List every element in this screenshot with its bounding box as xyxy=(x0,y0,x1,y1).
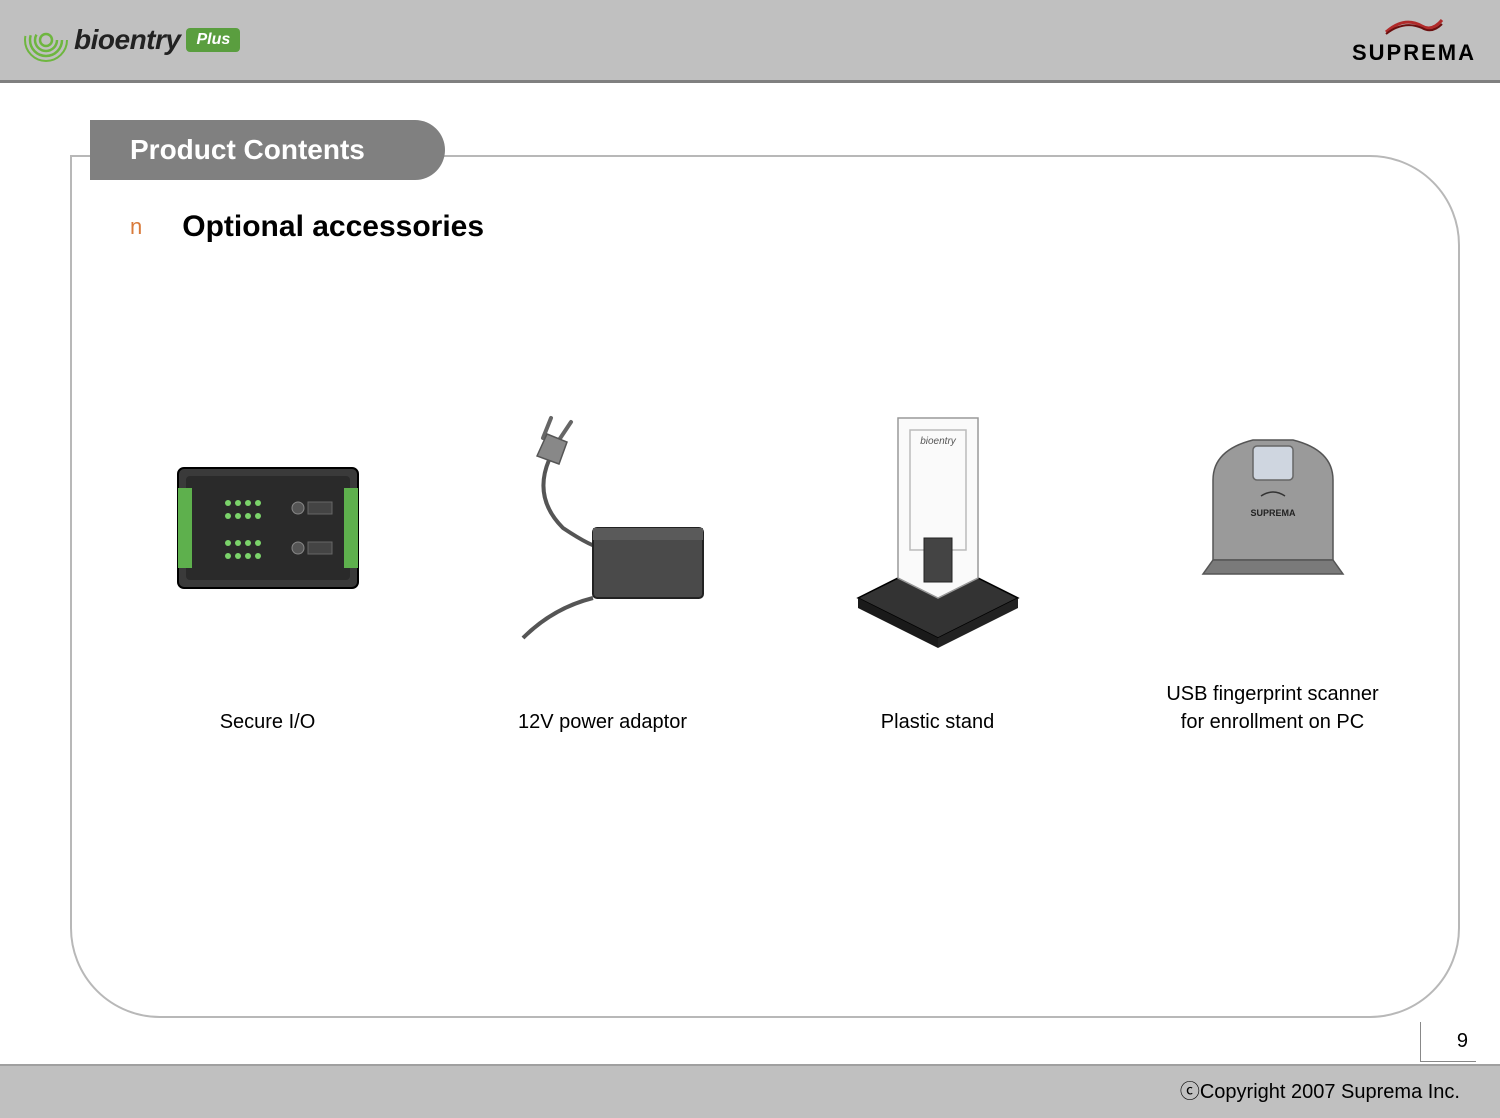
item-label: Secure I/O xyxy=(220,708,316,736)
brand-text: bioentry xyxy=(74,24,180,56)
svg-text:SUPREMA: SUPREMA xyxy=(1250,508,1296,518)
page-number: 9 xyxy=(1420,1022,1476,1062)
swoosh-icon xyxy=(1384,14,1444,38)
swirl-icon xyxy=(24,18,68,62)
bullet-icon: n xyxy=(130,214,142,240)
item-secure-io: Secure I/O xyxy=(118,408,418,736)
brand-badge: Plus xyxy=(186,28,240,52)
svg-text:bioentry: bioentry xyxy=(920,436,957,447)
item-power-adaptor: 12V power adaptor xyxy=(453,408,753,736)
items-row: Secure I/O 12V power adaptor xyxy=(100,380,1440,736)
brand-right-text: SUPREMA xyxy=(1352,40,1476,66)
item-label: 12V power adaptor xyxy=(518,708,687,736)
header-rule xyxy=(0,80,1500,83)
item-label: USB fingerprint scanner for enrollment o… xyxy=(1166,680,1378,736)
item-label: Plastic stand xyxy=(881,708,994,736)
secure-io-icon xyxy=(158,408,378,648)
item-plastic-stand: bioentry Plastic stand xyxy=(788,408,1088,736)
logo-suprema: SUPREMA xyxy=(1352,14,1476,66)
power-adaptor-icon xyxy=(483,408,723,648)
section-row: n Optional accessories xyxy=(130,210,484,244)
title-pill: Product Contents xyxy=(90,120,445,180)
usb-scanner-icon: SUPREMA xyxy=(1183,380,1363,620)
item-usb-scanner: SUPREMA USB fingerprint scanner for enro… xyxy=(1123,380,1423,736)
header-bar: bioentry Plus SUPREMA xyxy=(0,0,1500,80)
plastic-stand-icon: bioentry xyxy=(838,408,1038,648)
section-heading: Optional accessories xyxy=(182,210,484,244)
copyright: ⓒCopyright 2007 Suprema Inc. xyxy=(1180,1075,1460,1104)
logo-bioentry: bioentry Plus xyxy=(24,18,240,62)
